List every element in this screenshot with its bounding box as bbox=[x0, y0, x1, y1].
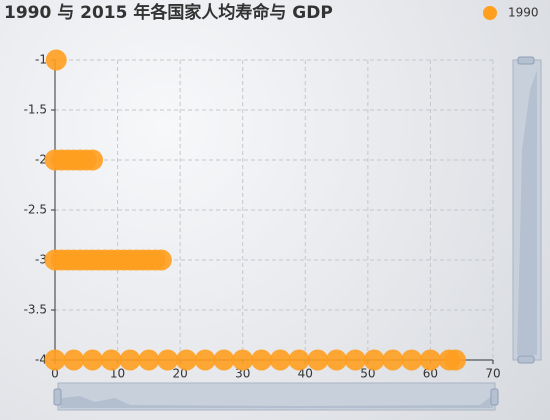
y-tick-label: -1.5 bbox=[24, 103, 47, 117]
point bbox=[401, 349, 423, 371]
point bbox=[63, 349, 85, 371]
y-tick-label: -4 bbox=[35, 353, 47, 367]
y-zoom-slider[interactable] bbox=[512, 56, 542, 364]
point bbox=[82, 149, 104, 171]
point bbox=[213, 349, 235, 371]
point bbox=[45, 49, 67, 71]
x-tick-label: 60 bbox=[423, 367, 438, 381]
point bbox=[175, 349, 197, 371]
point bbox=[382, 349, 404, 371]
point bbox=[44, 349, 66, 371]
point bbox=[138, 349, 160, 371]
slider-handle[interactable] bbox=[490, 388, 499, 406]
point bbox=[288, 349, 310, 371]
point bbox=[232, 349, 254, 371]
y-tick-label: -1 bbox=[35, 53, 47, 67]
y-tick-label: -2 bbox=[35, 153, 47, 167]
point bbox=[157, 349, 179, 371]
point bbox=[250, 349, 272, 371]
x-tick-label: 30 bbox=[235, 367, 250, 381]
slider-handle[interactable] bbox=[517, 355, 535, 364]
x-tick-label: 70 bbox=[485, 367, 500, 381]
point bbox=[419, 349, 441, 371]
point bbox=[363, 349, 385, 371]
point bbox=[150, 249, 172, 271]
slider-handle[interactable] bbox=[53, 388, 62, 406]
point bbox=[344, 349, 366, 371]
legend-marker[interactable] bbox=[483, 6, 497, 20]
y-tick-label: -3 bbox=[35, 253, 47, 267]
point bbox=[82, 349, 104, 371]
point bbox=[326, 349, 348, 371]
y-tick-label: -3.5 bbox=[24, 303, 47, 317]
slider-shadow bbox=[60, 395, 493, 408]
x-tick-label: 0 bbox=[51, 367, 59, 381]
y-tick-label: -2.5 bbox=[24, 203, 47, 217]
x-zoom-slider[interactable] bbox=[53, 382, 499, 411]
point bbox=[119, 349, 141, 371]
chart-title: 1990 与 2015 年各国家人均寿命与 GDP bbox=[4, 2, 333, 23]
slider-shadow bbox=[517, 70, 537, 355]
point bbox=[194, 349, 216, 371]
slider-handle[interactable] bbox=[517, 56, 535, 65]
point bbox=[444, 349, 466, 371]
point bbox=[269, 349, 291, 371]
point bbox=[100, 349, 122, 371]
legend-label[interactable]: 1990 bbox=[508, 6, 539, 20]
point bbox=[307, 349, 329, 371]
